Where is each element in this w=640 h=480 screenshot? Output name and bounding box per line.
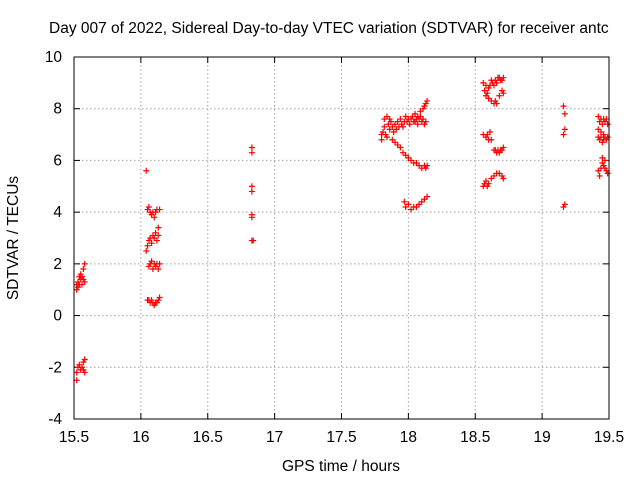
- plot-frame: [73, 56, 610, 420]
- data-point: [406, 121, 413, 128]
- data-point: [424, 162, 431, 169]
- data-point: [599, 154, 606, 161]
- data-point: [81, 278, 88, 285]
- x-tick-label: 19.5: [594, 429, 624, 446]
- data-point: [156, 206, 163, 213]
- data-point: [155, 224, 162, 231]
- data-point: [561, 110, 568, 117]
- x-tick-label: 19: [534, 429, 551, 446]
- data-point: [412, 118, 419, 125]
- data-point: [500, 90, 507, 97]
- data-point: [250, 237, 257, 244]
- data-point: [560, 131, 567, 138]
- data-point: [401, 198, 408, 205]
- y-tick-label: 0: [53, 308, 62, 325]
- y-ticks: -4 -2 0 2 4 6 8 10: [45, 49, 609, 428]
- data-point: [81, 356, 88, 363]
- y-tick-label: 2: [53, 256, 62, 273]
- data-point: [424, 193, 431, 200]
- data-point: [500, 175, 507, 182]
- x-tick-label: 16: [132, 429, 149, 446]
- data-point: [561, 126, 568, 133]
- data-point: [386, 116, 393, 123]
- data-point: [422, 118, 429, 125]
- data-point: [248, 214, 255, 221]
- data-point: [493, 79, 500, 86]
- data-point: [248, 144, 255, 151]
- x-tick-label: 16.5: [193, 429, 223, 446]
- y-axis-label: SDTVAR / TECUs: [5, 176, 22, 301]
- data-point: [80, 266, 87, 273]
- y-tick-label: -2: [48, 359, 62, 376]
- x-tick-label: 18: [400, 429, 417, 446]
- data-point: [248, 149, 255, 156]
- data-point: [144, 242, 151, 249]
- data-point: [153, 237, 160, 244]
- x-tick-label: 17: [266, 429, 283, 446]
- data-point: [560, 103, 567, 110]
- data-point: [493, 100, 500, 107]
- data-point: [596, 172, 603, 179]
- data-point: [500, 74, 507, 81]
- data-point: [155, 232, 162, 239]
- data-point: [601, 165, 608, 172]
- grid-lines: [74, 57, 609, 419]
- data-point: [560, 203, 567, 210]
- y-tick-label: 4: [53, 204, 62, 221]
- data-points: [73, 74, 611, 384]
- data-point: [400, 123, 407, 130]
- data-point: [143, 167, 150, 174]
- data-point: [381, 123, 388, 130]
- y-tick-label: -4: [48, 411, 62, 428]
- data-point: [486, 128, 493, 135]
- x-tick-label: 18.5: [460, 429, 490, 446]
- data-point: [485, 180, 492, 187]
- data-point: [424, 97, 431, 104]
- x-axis-label: GPS time / hours: [282, 458, 400, 475]
- data-point: [414, 113, 421, 120]
- data-point: [73, 369, 80, 376]
- data-point: [145, 203, 152, 210]
- data-point: [143, 247, 150, 254]
- data-point: [405, 201, 412, 208]
- data-point: [604, 170, 611, 177]
- data-point: [73, 377, 80, 384]
- data-point: [156, 294, 163, 301]
- data-point: [248, 183, 255, 190]
- data-point: [378, 136, 385, 143]
- data-point: [397, 144, 404, 151]
- y-tick-label: 6: [53, 152, 62, 169]
- x-tick-label: 17.5: [326, 429, 356, 446]
- data-point: [488, 136, 495, 143]
- data-point: [155, 266, 162, 273]
- chart-title: Day 007 of 2022, Sidereal Day-to-day VTE…: [49, 20, 609, 37]
- data-point: [148, 240, 155, 247]
- data-point: [500, 144, 507, 151]
- y-tick-label: 8: [53, 101, 62, 118]
- data-point: [604, 134, 611, 141]
- data-point: [156, 260, 163, 267]
- data-point: [383, 134, 390, 141]
- data-point: [397, 116, 404, 123]
- data-point: [81, 260, 88, 267]
- data-point: [604, 121, 611, 128]
- y-tick-label: 10: [45, 49, 63, 66]
- data-point: [603, 116, 610, 123]
- x-ticks: 15.5 16 16.5 17 17.5 18 18.5 19 19.5: [59, 57, 624, 446]
- data-point: [151, 214, 158, 221]
- x-tick-label: 15.5: [59, 429, 89, 446]
- data-point: [248, 188, 255, 195]
- data-point: [496, 92, 503, 99]
- data-point: [81, 369, 88, 376]
